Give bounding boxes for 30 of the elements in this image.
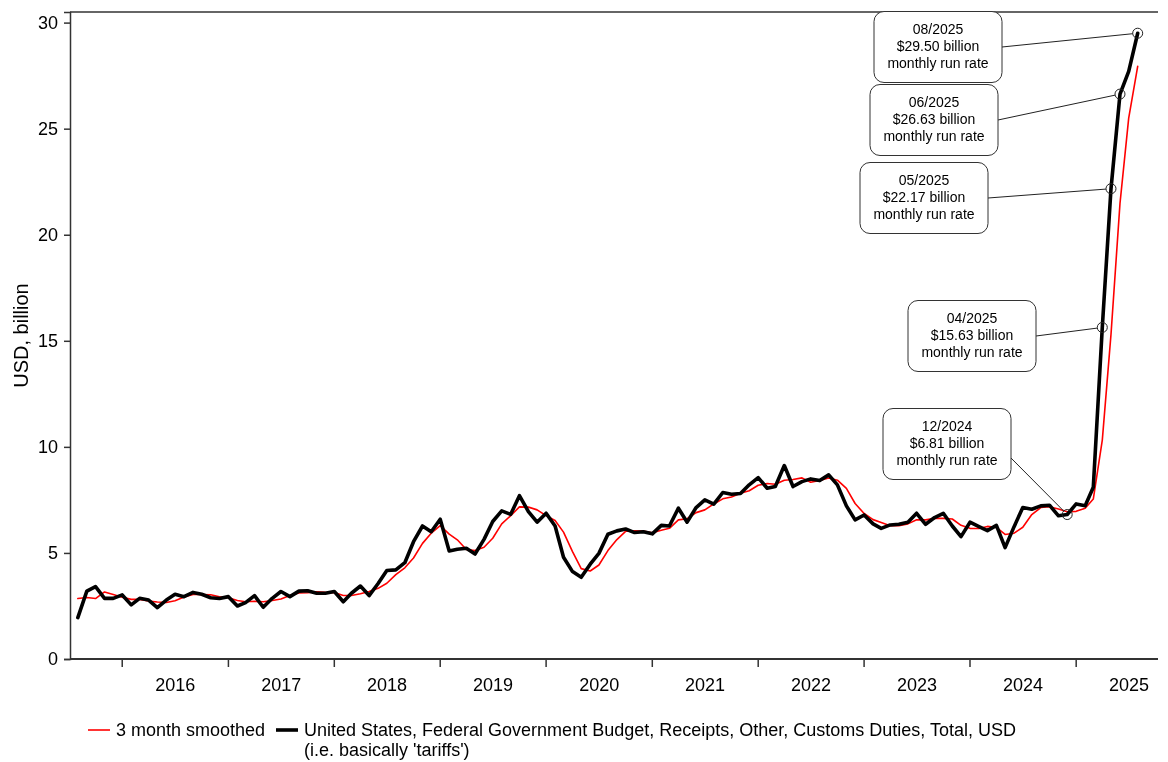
x-tick-label: 2020 [579, 675, 620, 695]
x-tick-label: 2024 [1003, 675, 1044, 695]
annotation: 08/2025 $29.50 billion monthly run rate [887, 20, 989, 71]
legend-label: 3 month smoothed [116, 720, 266, 740]
y-axis-title: USD, billion [10, 283, 32, 388]
annotation: 04/2025 $15.63 billion monthly run rate [921, 309, 1023, 360]
y-tick-label: 25 [37, 118, 58, 139]
point [1061, 509, 1073, 521]
x-tick-label: 2025 [1108, 675, 1150, 695]
x-tick-label: 2022 [790, 675, 832, 695]
x-tick-label: 2017 [261, 675, 302, 695]
point [1105, 183, 1117, 195]
y-tick-label: 30 [37, 12, 58, 33]
y-tick-label: 5 [47, 543, 58, 564]
y-tick-label: 10 [37, 437, 58, 458]
annotation: 06/2025 $26.63 billion monthly run rate [883, 93, 985, 144]
point [1132, 27, 1144, 39]
legend-label: United States, Federal Government Budget, Receipts, Other, Customs Duties, Total, USD (i.e. basically 'tariffs') [304, 720, 1016, 760]
x-tick-label: 2023 [896, 675, 937, 695]
point [1096, 321, 1108, 333]
x-tick-label: 2018 [367, 675, 408, 695]
annotation: 05/2025 $22.17 billion monthly run rate [873, 171, 975, 222]
x-tick-label: 2021 [685, 675, 726, 695]
y-tick-label: 15 [37, 331, 58, 352]
x-tick-label: 2016 [155, 675, 196, 695]
x-tick-label: 2019 [472, 675, 514, 695]
point [1114, 88, 1126, 100]
y-tick-label: 20 [37, 225, 58, 245]
annotation: 12/2024 $6.81 billion monthly run rate [896, 417, 998, 468]
y-tick-label: 0 [47, 649, 58, 670]
